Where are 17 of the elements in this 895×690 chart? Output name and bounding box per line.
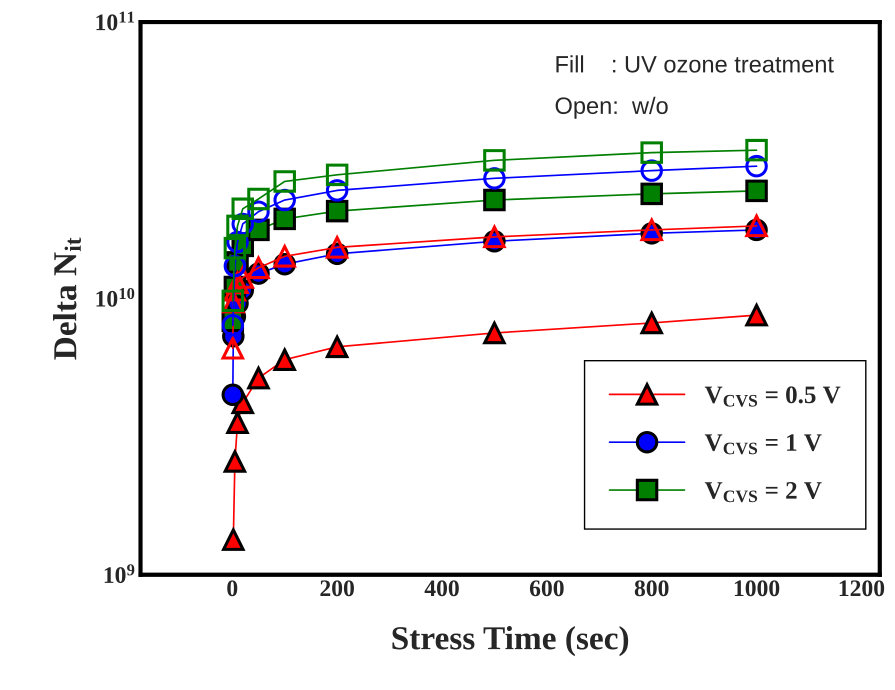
y-axis-title: Delta N$_{it}$ xyxy=(53,238,81,360)
y-tick-label: 10$^{10}$ xyxy=(96,288,134,307)
legend-label: V$_{CVS}$ = 1 V xyxy=(704,434,822,454)
x-axis-title: Stress Time (sec) xyxy=(392,626,628,656)
legend-label: V$_{CVS}$ = 0.5 V xyxy=(704,386,840,407)
x-tick-label: 800 xyxy=(634,580,669,596)
legend-label: V$_{CVS}$ = 2 V xyxy=(704,482,822,502)
y-tick-label: 10$^{11}$ xyxy=(96,12,134,30)
annotation: Open: w/o xyxy=(556,96,668,119)
annotation: Fill : UV ozone treatment xyxy=(556,55,834,73)
x-tick-label: 200 xyxy=(320,580,354,596)
y-tick-label: 10$^{9}$ xyxy=(104,564,134,584)
x-tick-label: 0 xyxy=(227,580,238,596)
x-tick-label: 1000 xyxy=(734,580,780,596)
x-tick-label: 400 xyxy=(424,580,459,596)
x-tick-label: 1200 xyxy=(840,580,884,596)
x-tick-label: 600 xyxy=(530,580,564,596)
